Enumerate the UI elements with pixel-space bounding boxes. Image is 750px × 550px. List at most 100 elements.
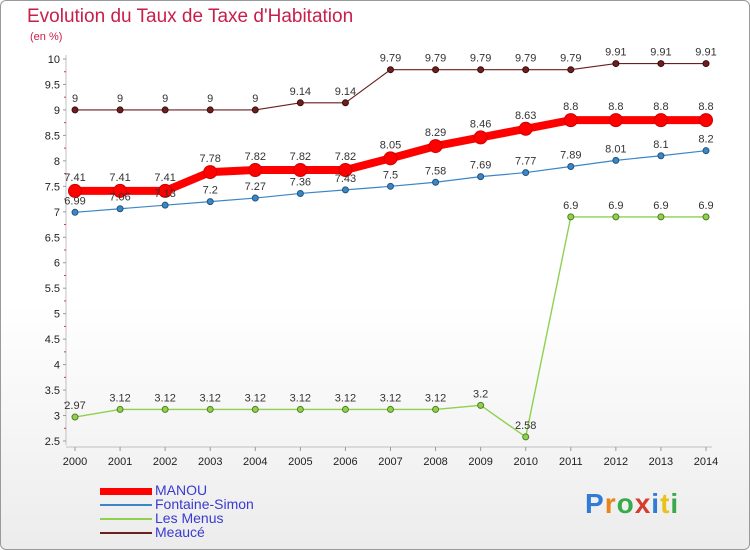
x-tick-label: 2008	[423, 456, 447, 468]
data-label: 7.43	[335, 173, 356, 185]
data-label: 7.41	[154, 172, 175, 184]
y-tick-label: 4.5	[45, 334, 60, 346]
data-label: 9	[162, 93, 168, 105]
data-label: 6.9	[608, 200, 623, 212]
data-label: 3.12	[290, 392, 311, 404]
data-label: 8.8	[653, 101, 668, 113]
y-tick-label: 7	[54, 207, 60, 219]
y-tick-label: 6	[54, 258, 60, 270]
data-point	[161, 201, 169, 209]
data-point	[699, 113, 713, 128]
data-label: 7.58	[425, 165, 446, 177]
proxiti-logo: Proxiti	[585, 488, 679, 520]
data-point	[432, 405, 440, 413]
legend-swatch	[100, 504, 152, 506]
data-label: 9.91	[650, 47, 671, 59]
data-point	[522, 433, 530, 441]
data-point	[248, 163, 263, 178]
data-point	[161, 405, 169, 413]
data-point	[657, 213, 665, 221]
data-point	[518, 121, 533, 136]
data-label: 9	[72, 93, 78, 105]
logo-letter: r	[604, 488, 617, 519]
data-label: 9.14	[290, 86, 311, 98]
y-tick-label: 3.5	[45, 385, 60, 397]
data-point	[296, 405, 304, 413]
logo-letter: t	[660, 488, 671, 519]
data-label: 8.8	[563, 101, 578, 113]
data-point	[477, 66, 485, 74]
x-tick-label: 2001	[108, 456, 132, 468]
logo-letter: i	[670, 488, 680, 519]
data-point	[477, 173, 485, 181]
data-point	[522, 169, 530, 177]
legend-label: Les Menus	[155, 510, 224, 526]
data-point	[116, 205, 124, 213]
x-tick-label: 2012	[604, 456, 628, 468]
y-tick-label: 7.5	[45, 181, 60, 193]
data-label: 9	[252, 93, 258, 105]
x-tick-label: 2009	[468, 456, 492, 468]
data-label: 3.2	[473, 388, 488, 400]
data-point	[608, 113, 623, 128]
data-label: 9	[207, 93, 213, 105]
data-point	[338, 163, 353, 178]
data-point	[251, 194, 259, 202]
data-label: 7.77	[515, 156, 536, 168]
x-tick-label: 2006	[333, 456, 357, 468]
y-tick-label: 9.5	[45, 79, 60, 91]
data-label: 8.8	[698, 101, 713, 113]
data-label: 9.79	[470, 53, 491, 65]
data-point	[432, 178, 440, 186]
legend-swatch	[100, 532, 152, 534]
data-label: 7.2	[203, 185, 218, 197]
data-labels-layer: 7.41 7.41 7.417.78 7.82 7.82 7.828.058.298.46…	[64, 47, 716, 432]
x-tick-label: 2013	[649, 456, 673, 468]
data-label: 8.46	[470, 118, 491, 130]
data-label: 9.79	[515, 53, 536, 65]
data-label: 7.69	[470, 160, 491, 172]
y-tick-label: 9	[54, 105, 60, 117]
data-point	[71, 106, 79, 114]
data-label: 7.78	[200, 153, 221, 165]
data-point	[296, 189, 304, 197]
y-tick-label: 3	[54, 411, 60, 423]
x-tick-label: 2002	[153, 456, 177, 468]
data-label: 7.06	[109, 192, 130, 204]
data-point	[71, 208, 79, 216]
x-tick-label: 2004	[243, 456, 267, 468]
legend-label: MANOU	[155, 482, 208, 498]
y-tick-label: 8	[54, 156, 60, 168]
data-point	[203, 165, 218, 180]
data-label: 8.1	[653, 139, 668, 151]
data-label: 8.05	[380, 139, 401, 151]
data-point	[206, 405, 214, 413]
data-point	[702, 147, 710, 155]
data-point	[158, 183, 173, 198]
data-label: 2.97	[64, 400, 85, 412]
data-point	[657, 152, 665, 160]
data-point	[702, 213, 710, 221]
y-tick-label: 10	[48, 54, 60, 66]
chart-subtitle: (en %)	[30, 31, 63, 43]
data-point	[341, 99, 349, 107]
data-label: 7.36	[290, 176, 311, 188]
data-point	[206, 106, 214, 114]
data-point	[702, 60, 710, 68]
series-layer	[68, 60, 713, 441]
data-label: 7.82	[290, 151, 311, 163]
data-point	[113, 183, 128, 198]
data-point	[567, 66, 575, 74]
data-point	[341, 186, 349, 194]
data-label: 9.79	[425, 53, 446, 65]
data-point	[206, 198, 214, 206]
data-label: 3.12	[200, 392, 221, 404]
data-label: 7.89	[560, 149, 581, 161]
data-point	[612, 156, 620, 164]
data-label: 9.79	[560, 53, 581, 65]
data-point	[383, 151, 398, 166]
data-label: 9	[117, 93, 123, 105]
data-label: 6.9	[653, 200, 668, 212]
